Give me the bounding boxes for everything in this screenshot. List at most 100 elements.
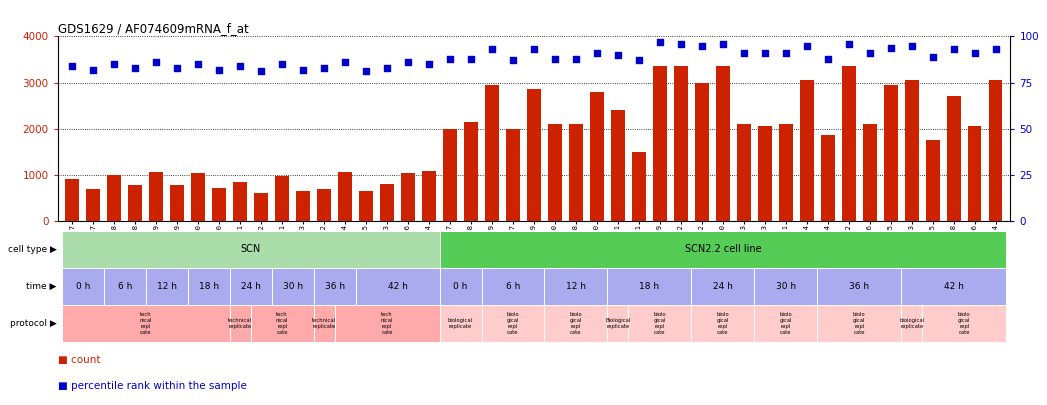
Bar bbox=[171, 185, 184, 221]
Point bbox=[945, 46, 962, 53]
Text: 36 h: 36 h bbox=[849, 282, 869, 291]
Text: GDS1629 / AF074609mRNA_f_at: GDS1629 / AF074609mRNA_f_at bbox=[58, 22, 248, 35]
FancyBboxPatch shape bbox=[229, 305, 250, 342]
FancyBboxPatch shape bbox=[482, 305, 544, 342]
Point bbox=[127, 64, 143, 71]
Text: biolo
gical
repl
cate: biolo gical repl cate bbox=[779, 313, 793, 335]
FancyBboxPatch shape bbox=[628, 305, 691, 342]
Text: cell type ▶: cell type ▶ bbox=[7, 245, 57, 254]
Bar bbox=[296, 191, 310, 221]
FancyBboxPatch shape bbox=[901, 268, 1006, 305]
FancyBboxPatch shape bbox=[607, 305, 628, 342]
Bar bbox=[800, 80, 814, 221]
Bar bbox=[233, 182, 247, 221]
Bar bbox=[946, 96, 960, 221]
Text: 18 h: 18 h bbox=[640, 282, 660, 291]
Bar bbox=[653, 66, 667, 221]
Bar bbox=[758, 126, 772, 221]
Point bbox=[567, 55, 584, 62]
Point bbox=[316, 64, 333, 71]
Bar bbox=[527, 90, 541, 221]
Point bbox=[442, 55, 459, 62]
Bar bbox=[632, 151, 646, 221]
Bar bbox=[884, 85, 897, 221]
Point bbox=[799, 43, 816, 49]
Text: 12 h: 12 h bbox=[566, 282, 586, 291]
Text: 0 h: 0 h bbox=[75, 282, 90, 291]
Text: ■ count: ■ count bbox=[58, 354, 101, 364]
Point bbox=[693, 43, 710, 49]
Bar bbox=[967, 126, 981, 221]
FancyBboxPatch shape bbox=[314, 305, 335, 342]
Point bbox=[148, 59, 164, 66]
Bar bbox=[716, 66, 730, 221]
Text: 12 h: 12 h bbox=[157, 282, 177, 291]
Text: biolo
gical
repl
cate: biolo gical repl cate bbox=[853, 313, 866, 335]
Point bbox=[231, 63, 248, 69]
Bar bbox=[422, 171, 436, 221]
Bar bbox=[108, 175, 121, 221]
Bar bbox=[737, 124, 751, 221]
Bar bbox=[150, 172, 163, 221]
Bar bbox=[380, 184, 394, 221]
Bar bbox=[779, 124, 793, 221]
Point bbox=[547, 55, 563, 62]
Text: biolo
gical
repl
cate: biolo gical repl cate bbox=[507, 313, 519, 335]
Bar bbox=[821, 136, 834, 221]
Point bbox=[925, 53, 941, 60]
FancyBboxPatch shape bbox=[335, 305, 440, 342]
Text: tech
nical
repl
cate: tech nical repl cate bbox=[276, 313, 288, 335]
Text: 42 h: 42 h bbox=[943, 282, 963, 291]
Text: 42 h: 42 h bbox=[387, 282, 407, 291]
Point bbox=[987, 46, 1004, 53]
Bar bbox=[129, 185, 142, 221]
Text: 6 h: 6 h bbox=[117, 282, 132, 291]
Text: SCN: SCN bbox=[241, 244, 261, 254]
FancyBboxPatch shape bbox=[146, 268, 187, 305]
Text: 24 h: 24 h bbox=[713, 282, 733, 291]
Point bbox=[609, 52, 626, 58]
Point bbox=[505, 57, 521, 64]
Point bbox=[337, 59, 354, 66]
Bar bbox=[863, 124, 876, 221]
Bar bbox=[213, 188, 226, 221]
Point bbox=[735, 50, 752, 56]
Bar bbox=[695, 83, 709, 221]
FancyBboxPatch shape bbox=[754, 268, 818, 305]
Point bbox=[169, 64, 185, 71]
Point bbox=[484, 46, 500, 53]
Point bbox=[190, 61, 206, 67]
FancyBboxPatch shape bbox=[250, 305, 314, 342]
Text: biolo
gical
repl
cate: biolo gical repl cate bbox=[958, 313, 971, 335]
Bar bbox=[338, 173, 352, 221]
Bar bbox=[443, 129, 456, 221]
Bar bbox=[359, 191, 373, 221]
Bar bbox=[611, 110, 625, 221]
FancyBboxPatch shape bbox=[482, 268, 544, 305]
FancyBboxPatch shape bbox=[922, 305, 1006, 342]
Text: protocol ▶: protocol ▶ bbox=[9, 319, 57, 328]
Bar bbox=[192, 173, 205, 221]
Point bbox=[714, 40, 731, 47]
Text: biolo
gical
repl
cate: biolo gical repl cate bbox=[570, 313, 582, 335]
FancyBboxPatch shape bbox=[440, 305, 482, 342]
Point bbox=[106, 61, 122, 67]
Point bbox=[85, 66, 102, 73]
FancyBboxPatch shape bbox=[607, 268, 691, 305]
Bar bbox=[988, 80, 1002, 221]
Bar bbox=[506, 129, 519, 221]
FancyBboxPatch shape bbox=[901, 305, 922, 342]
Point bbox=[904, 43, 920, 49]
Text: 0 h: 0 h bbox=[453, 282, 468, 291]
FancyBboxPatch shape bbox=[544, 268, 607, 305]
Text: 6 h: 6 h bbox=[506, 282, 520, 291]
Point bbox=[210, 66, 227, 73]
Point bbox=[778, 50, 795, 56]
Bar bbox=[485, 85, 498, 221]
Point bbox=[862, 50, 878, 56]
Bar bbox=[401, 173, 415, 221]
FancyBboxPatch shape bbox=[104, 268, 146, 305]
Text: Biological
replicate: Biological replicate bbox=[605, 318, 630, 329]
Point bbox=[672, 40, 689, 47]
Point bbox=[651, 39, 668, 45]
